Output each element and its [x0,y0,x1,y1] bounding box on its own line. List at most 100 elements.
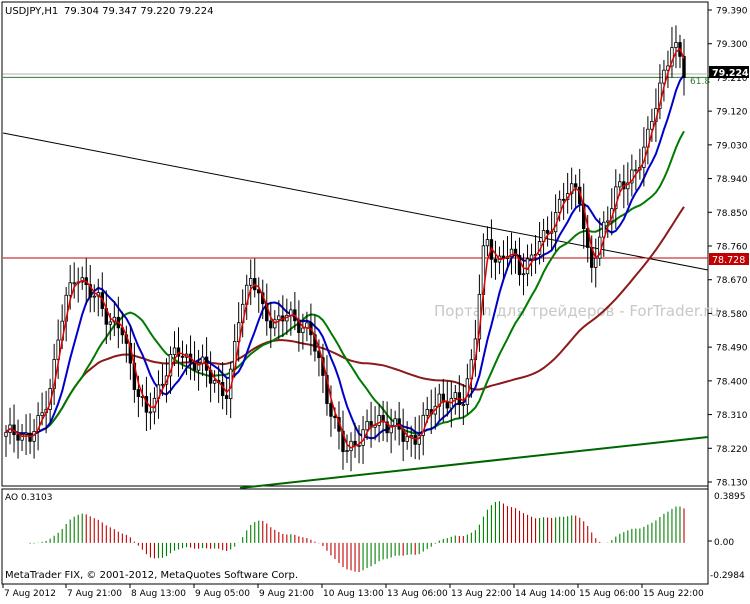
ao-scale-min: -0.2984 [710,571,745,581]
time-tick-label: 13 Aug 06:00 [387,589,448,599]
candle-body [397,418,401,430]
candle-body [650,121,654,130]
candle-body [176,347,181,357]
price-tick-label: 78.220 [716,445,748,455]
candle-body [445,401,449,409]
candle-body [385,421,389,434]
symbol-timeframe: USDJPY,H1 [5,6,58,17]
price-scale[interactable]: 79.390 79.300 79.210 79.120 79.030 78.940 78.8… [708,7,748,489]
ao-label: AO 0.3103 [5,493,52,503]
time-tick-label: 15 Aug 22:00 [643,589,704,599]
candle-body [72,282,76,285]
candle-body [68,282,72,296]
candle-body [108,321,113,325]
price-tick-label: 78.310 [716,411,748,421]
price-tick-label: 78.670 [716,276,748,286]
time-tick-label: 9 Aug 21:00 [259,589,314,599]
moving-average-fast [5,47,685,449]
candle-body [301,327,305,333]
moving-average-mid [5,74,685,440]
candle-body [441,393,445,403]
candle-body [662,69,666,84]
candle-body [521,273,526,276]
candle-body [273,319,277,329]
price-tick-label: 79.390 [716,7,748,17]
candle-body [485,239,490,247]
candlestick-series [4,25,686,472]
candle-body [377,415,381,426]
candle-body [569,183,574,195]
candle-body [461,404,466,406]
candle-body [200,356,205,364]
candle-body [329,403,333,417]
candle-body [614,186,618,210]
candle-body [509,248,514,258]
price-tick-label: 79.120 [716,108,748,118]
candle-body [682,55,686,79]
price-tick-label: 79.030 [716,141,748,151]
candle-body [325,375,329,404]
candle-body [168,354,173,377]
price-tick-label: 78.490 [716,344,748,354]
candle-body [357,444,361,447]
candle-body [136,389,141,398]
time-tick-label: 15 Aug 06:00 [579,589,640,599]
ao-histogram [25,501,685,573]
candle-body [606,220,610,223]
fib-label: 61.8 [690,77,710,87]
time-tick-label: 7 Aug 2012 [4,589,56,599]
candle-body [333,415,337,418]
price-tick-label: 78.940 [716,175,748,185]
candle-body [92,295,96,298]
candle-body [349,440,353,452]
candle-body [517,255,522,276]
candle-body [269,320,273,329]
candle-body [24,432,28,435]
candle-body [224,395,229,400]
candle-body [409,435,413,438]
time-tick-label: 14 Aug 14:00 [515,589,576,599]
candle-body [573,183,578,188]
candle-body [249,278,253,286]
trendline-green[interactable] [239,436,709,489]
ao-scale-zero: 0.00 [714,538,734,548]
red-level-badge [709,253,749,265]
time-tick-label: 9 Aug 05:00 [195,589,250,599]
candle-body [365,421,369,431]
candle-body [545,230,550,234]
price-tick-label: 78.130 [716,479,748,489]
candle-body [674,42,678,48]
candle-body [513,248,518,256]
price-tick-label: 78.580 [716,310,748,320]
candle-body [28,432,32,442]
red-level-label: 78.728 [712,255,745,266]
candle-body [453,392,458,399]
candle-body [561,198,566,201]
candle-body [634,169,638,172]
time-tick-label: 10 Aug 13:00 [323,589,384,599]
candle-body [618,181,622,188]
time-tick-label: 13 Aug 22:00 [451,589,512,599]
candle-body [289,309,293,316]
candle-body [88,284,92,298]
candle-body [405,436,409,442]
candle-body [594,257,598,268]
copyright-text: MetaTrader FIX, © 2001-2012, MetaQuotes … [5,570,298,581]
candle-body [36,415,40,432]
candle-body [493,258,498,263]
price-tick-label: 78.850 [716,209,748,219]
price-tick-label: 79.300 [716,40,748,50]
candle-body [148,411,153,414]
candle-body [529,254,534,260]
candle-body [212,380,217,384]
candle-body [172,347,177,355]
watermark-text: Портал для трейдеров - ForTrader.ru [434,302,719,320]
candle-body [345,450,349,453]
candle-body [437,393,441,407]
price-tick-label: 78.760 [716,243,748,253]
candle-body [4,432,8,437]
ao-scale-max: 0.3895 [714,492,746,502]
candle-body [16,434,20,441]
